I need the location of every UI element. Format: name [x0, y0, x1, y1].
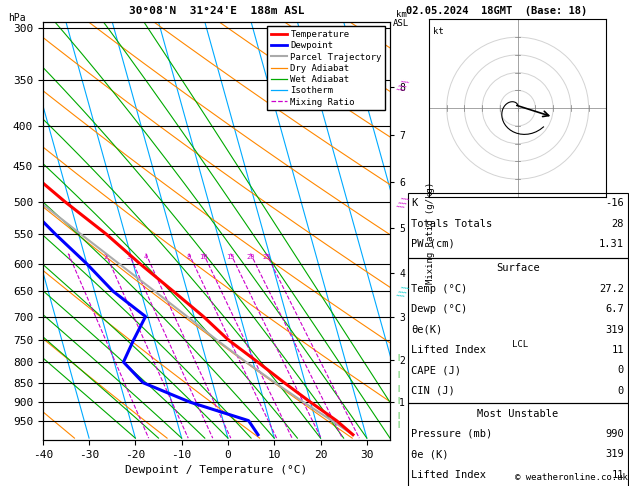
Text: hPa: hPa [8, 13, 26, 23]
Text: \\\: \\\ [396, 282, 411, 300]
Text: 2: 2 [104, 254, 108, 260]
Text: |: | [396, 385, 401, 392]
Text: km
ASL: km ASL [393, 10, 409, 28]
Text: Surface: Surface [496, 263, 540, 273]
Text: 990: 990 [605, 429, 624, 439]
Text: 27.2: 27.2 [599, 284, 624, 294]
Text: 1.31: 1.31 [599, 239, 624, 249]
Text: 10: 10 [199, 254, 208, 260]
Text: 0: 0 [618, 386, 624, 396]
Legend: Temperature, Dewpoint, Parcel Trajectory, Dry Adiabat, Wet Adiabat, Isotherm, Mi: Temperature, Dewpoint, Parcel Trajectory… [267, 26, 386, 110]
Text: 319: 319 [605, 450, 624, 459]
Text: PW (cm): PW (cm) [411, 239, 455, 249]
Text: Lifted Index: Lifted Index [411, 470, 486, 480]
Text: Most Unstable: Most Unstable [477, 409, 559, 418]
Text: 1: 1 [66, 254, 70, 260]
Text: Mixing Ratio (g/kg): Mixing Ratio (g/kg) [426, 182, 435, 284]
Text: CAPE (J): CAPE (J) [411, 365, 461, 375]
Text: θe(K): θe(K) [411, 325, 443, 334]
Text: Totals Totals: Totals Totals [411, 219, 493, 228]
Text: |: | [396, 371, 401, 378]
Text: Dewp (°C): Dewp (°C) [411, 304, 467, 314]
Text: |: | [396, 354, 401, 361]
Text: -16: -16 [605, 198, 624, 208]
Text: 6.7: 6.7 [605, 304, 624, 314]
Text: θe (K): θe (K) [411, 450, 449, 459]
Text: 15: 15 [226, 254, 235, 260]
Text: 20: 20 [247, 254, 255, 260]
Text: \\\: \\\ [396, 193, 411, 210]
Text: Lifted Index: Lifted Index [411, 345, 486, 355]
Text: |: | [396, 397, 401, 404]
Text: |: | [396, 412, 401, 419]
Text: 25: 25 [262, 254, 270, 260]
Text: CIN (J): CIN (J) [411, 386, 455, 396]
Text: |: | [396, 421, 401, 428]
Text: kt: kt [433, 27, 443, 35]
Text: 28: 28 [611, 219, 624, 228]
Text: K: K [411, 198, 418, 208]
Text: 11: 11 [611, 470, 624, 480]
Text: 11: 11 [611, 345, 624, 355]
Text: © weatheronline.co.uk: © weatheronline.co.uk [515, 473, 628, 482]
Text: 0: 0 [618, 365, 624, 375]
Text: 3: 3 [126, 254, 131, 260]
Text: Temp (°C): Temp (°C) [411, 284, 467, 294]
Text: 02.05.2024  18GMT  (Base: 18): 02.05.2024 18GMT (Base: 18) [406, 6, 587, 16]
Text: 8: 8 [187, 254, 191, 260]
Text: Pressure (mb): Pressure (mb) [411, 429, 493, 439]
Text: 4: 4 [143, 254, 148, 260]
X-axis label: Dewpoint / Temperature (°C): Dewpoint / Temperature (°C) [125, 465, 308, 475]
Text: 30°08'N  31°24'E  188m ASL: 30°08'N 31°24'E 188m ASL [128, 6, 304, 16]
Text: \\\: \\\ [396, 76, 411, 94]
Text: LCL: LCL [511, 340, 528, 349]
Text: 319: 319 [605, 325, 624, 334]
